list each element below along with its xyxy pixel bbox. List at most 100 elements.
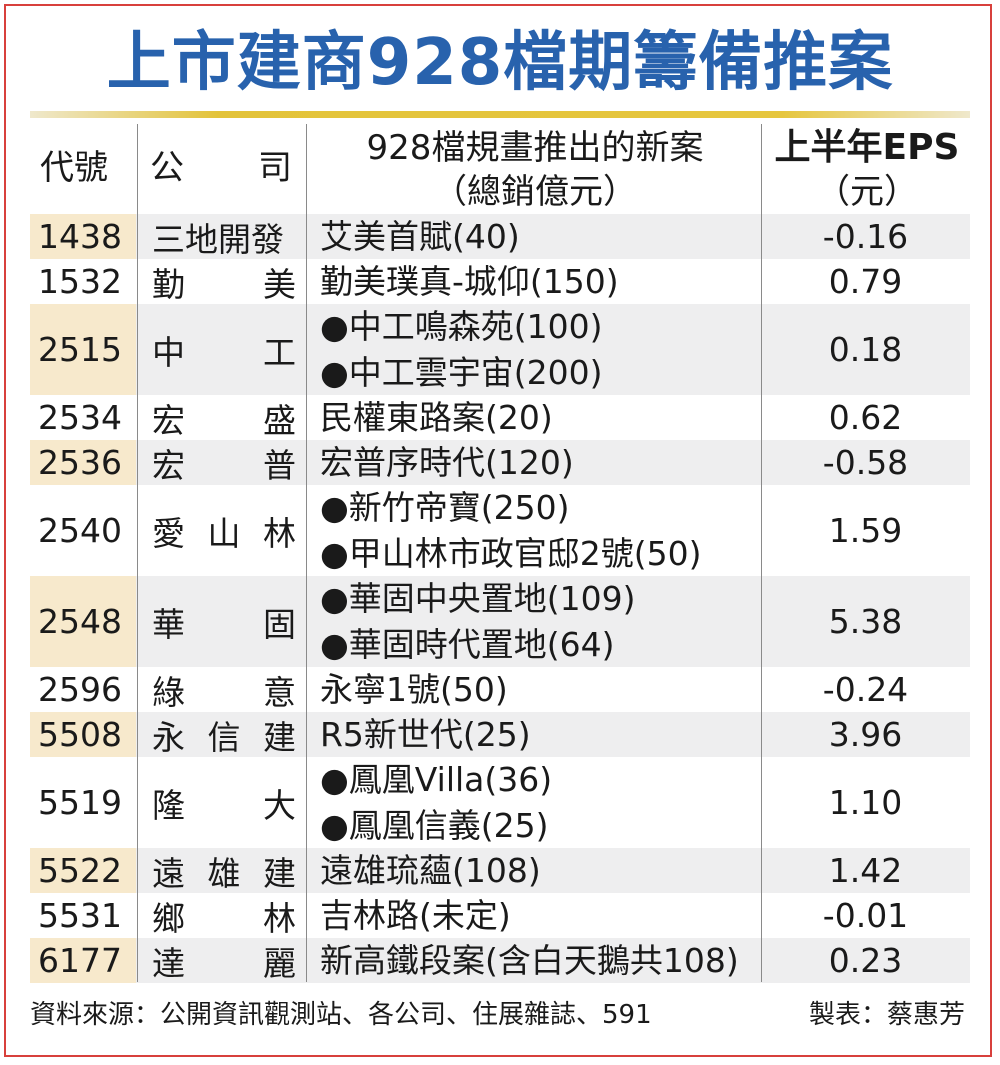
company-name-part: 建: [263, 717, 296, 757]
eps-value: -0.01: [822, 896, 909, 935]
project-item: 勤美璞真-城仰(150): [320, 261, 619, 301]
company-name: 愛山林: [136, 485, 310, 576]
row-shade: [136, 214, 970, 259]
company-name-part: 盛: [263, 400, 296, 440]
row-code-shade: [30, 304, 136, 395]
table-row: 2515 中工 ●中工鳴森苑(100) ●中工雲宇宙(200) 0.18: [30, 304, 970, 395]
column-divider: [306, 124, 307, 982]
table-row: 5522 遠雄建遠雄琉蘊(108) 1.42: [30, 848, 970, 893]
project-list: ●新竹帝寶(250) ●甲山林市政官邸2號(50): [320, 485, 760, 576]
project-list: R5新世代(25): [320, 712, 760, 757]
stock-code: 2596: [38, 670, 122, 709]
company-name-part: 信: [207, 717, 241, 757]
project-item: 宏普序時代(120): [320, 442, 574, 482]
company-name: 宏盛: [136, 395, 310, 440]
company-name-part: 麗: [263, 943, 296, 983]
title-underline: [30, 111, 970, 118]
table-row: 5508 永信建 R5新世代(25) 3.96: [30, 712, 970, 757]
table-row: 2534 宏盛民權東路案(20) 0.62: [30, 395, 970, 440]
table-row: 5519 隆大 ●鳳凰Villa(36) ●鳳凰信義(25) 1.10: [30, 757, 970, 848]
company-name-part: 達: [152, 943, 185, 983]
header-company-second-char: 司: [258, 148, 292, 188]
stock-code: 6177: [38, 941, 122, 980]
row-shade: [136, 848, 970, 893]
company-name: 勤美: [136, 259, 310, 304]
company-name-part: 華: [152, 604, 185, 644]
eps-value: 0.79: [828, 262, 903, 301]
table-row: 2540 愛山林 ●新竹帝寶(250) ●甲山林市政官邸2號(50) 1.59: [30, 485, 970, 576]
company-name-part: 三地開發: [152, 219, 284, 259]
company-name-part: 普: [263, 445, 296, 485]
row-shade: [136, 304, 970, 395]
column-divider: [761, 124, 762, 982]
company-name: 達麗: [136, 938, 310, 983]
company-name: 遠雄建: [136, 848, 310, 893]
project-list: 永寧1號(50): [320, 667, 760, 712]
project-item: 艾美首賦(40): [320, 216, 520, 256]
table-row: 2548 華固 ●華固中央置地(109) ●華固時代置地(64) 5.38: [30, 576, 970, 667]
company-name-part: 永: [152, 717, 185, 757]
project-item: 吉林路(未定): [320, 895, 511, 935]
company-name-part: 林: [263, 898, 296, 938]
company-name-part: 宏: [152, 400, 185, 440]
project-item: ●華固時代置地(64): [320, 624, 615, 664]
project-list: 新高鐵段案(含白天鵝共108): [320, 938, 760, 983]
eps-value: -0.58: [822, 443, 909, 482]
project-list: 艾美首賦(40): [320, 214, 760, 259]
company-name-part: 意: [263, 672, 296, 712]
row-shade: [136, 576, 970, 667]
header-code: 代號: [40, 148, 108, 188]
project-item: ●新竹帝寶(250): [320, 487, 570, 527]
credit-note: 製表：蔡惠芳: [808, 1000, 965, 1030]
company-name-part: 中: [152, 332, 185, 372]
project-item: 新高鐵段案(含白天鵝共108): [320, 940, 739, 980]
company-name-part: 固: [263, 604, 296, 644]
company-name: 中工: [136, 304, 310, 395]
table-row: 1532 勤美勤美璞真-城仰(150) 0.79: [30, 259, 970, 304]
project-list: ●中工鳴森苑(100) ●中工雲宇宙(200): [320, 304, 760, 395]
eps-value: -0.24: [822, 670, 909, 709]
project-list: 遠雄琉蘊(108): [320, 848, 760, 893]
company-name-part: 宏: [152, 445, 185, 485]
company-name-part: 鄉: [152, 898, 185, 938]
company-name: 綠意: [136, 667, 310, 712]
company-name-part: 遠: [152, 853, 185, 893]
stock-code: 2540: [38, 511, 122, 550]
stock-code: 1438: [38, 217, 122, 256]
column-divider: [137, 124, 138, 982]
company-name: 隆大: [136, 757, 310, 848]
company-name-part: 隆: [152, 785, 185, 825]
eps-value: 0.62: [828, 398, 903, 437]
header-eps-line2: （元）: [816, 172, 918, 212]
header-company-first-char: 公: [150, 148, 184, 188]
stock-code: 5522: [38, 851, 122, 890]
project-item: 永寧1號(50): [320, 669, 508, 709]
stock-code: 2548: [38, 602, 122, 641]
company-name: 宏普: [136, 440, 310, 485]
company-name-part: 美: [263, 264, 296, 304]
stock-code: 5508: [38, 715, 122, 754]
eps-value: 1.59: [828, 511, 903, 550]
row-shade: [136, 712, 970, 757]
chart-title: 上市建商928檔期籌備推案: [106, 26, 894, 100]
stock-code: 2536: [38, 443, 122, 482]
company-name-part: 綠: [152, 672, 185, 712]
row-code-shade: [30, 712, 136, 757]
company-name-part: 愛: [152, 513, 185, 553]
row-code-shade: [30, 848, 136, 893]
project-list: ●華固中央置地(109) ●華固時代置地(64): [320, 576, 760, 667]
chart-frame: [4, 4, 992, 1057]
project-list: 勤美璞真-城仰(150): [320, 259, 760, 304]
row-code-shade: [30, 214, 136, 259]
project-item: R5新世代(25): [320, 714, 531, 754]
row-shade: [136, 440, 970, 485]
eps-value: 1.42: [828, 851, 903, 890]
stock-code: 5531: [38, 896, 122, 935]
company-name-part: 雄: [207, 853, 241, 893]
stock-code: 2515: [38, 330, 122, 369]
eps-value: 1.10: [828, 783, 903, 822]
eps-value: -0.16: [822, 217, 909, 256]
header-new-project: 928檔規畫推出的新案 （總銷億元）: [308, 126, 762, 214]
stock-code: 5519: [38, 783, 122, 822]
project-item: 民權東路案(20): [320, 397, 553, 437]
